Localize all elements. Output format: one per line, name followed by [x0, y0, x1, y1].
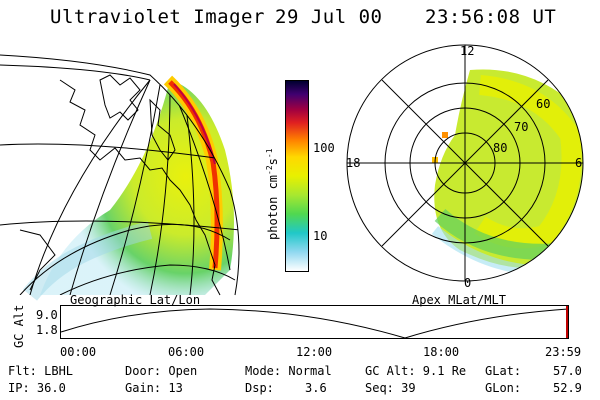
timeline-tick-0000: 00:00: [60, 345, 97, 359]
gc-alt-readout: GC Alt: 9.1 Re: [365, 364, 467, 378]
gain-readout: Gain: 13: [125, 381, 183, 395]
filter-readout: Flt: LBHL: [8, 364, 74, 378]
altitude-axis-label: GC Alt: [12, 304, 26, 348]
colorbar: [285, 80, 309, 272]
altitude-tick-bottom: 1.8: [36, 323, 58, 337]
glon-label: GLon:: [485, 381, 522, 395]
mlt-label-12: 12: [460, 44, 475, 58]
colorbar-tick-100: 100: [313, 141, 335, 155]
mlt-label-0: 0: [464, 276, 472, 290]
altitude-tick-top: 9.0: [36, 308, 58, 322]
mlt-label-18: 18: [346, 156, 361, 170]
mlt-label-6: 6: [575, 156, 583, 170]
altitude-plot: [60, 305, 569, 339]
mode-readout: Mode: Normal: [245, 364, 332, 378]
timeline-tick-1800: 18:00: [423, 345, 460, 359]
polar-plot: [346, 44, 584, 282]
left-panel-caption: Geographic Lat/Lon: [70, 293, 201, 307]
glon-value: 52.9: [553, 381, 582, 395]
door-readout: Door: Open: [125, 364, 198, 378]
instrument-title: Ultraviolet Imager: [50, 6, 265, 28]
time-label: 23:56:08 UT: [425, 6, 557, 28]
mlat-label-80: 80: [493, 141, 508, 155]
colorbar-unit-label: photon cm-2s-1: [265, 148, 280, 240]
colorbar-tick-10: 10: [313, 229, 328, 243]
mlat-label-60: 60: [536, 97, 551, 111]
ip-readout: IP: 36.0: [8, 381, 66, 395]
right-panel-caption: Apex MLat/MLT: [412, 293, 506, 307]
glat-value: 57.0: [553, 364, 582, 378]
mlat-label-70: 70: [514, 120, 529, 134]
timeline-tick-1200: 12:00: [296, 345, 333, 359]
timeline-tick-2359: 23:59: [545, 345, 582, 359]
date-label: 29 Jul 00: [275, 6, 383, 28]
timeline-tick-0600: 06:00: [168, 345, 205, 359]
seq-readout: Seq: 39: [365, 381, 416, 395]
glat-label: GLat:: [485, 364, 522, 378]
dsp-label: Dsp:: [245, 381, 274, 395]
geographic-map: [0, 54, 240, 301]
dsp-value: 3.6: [305, 381, 327, 395]
